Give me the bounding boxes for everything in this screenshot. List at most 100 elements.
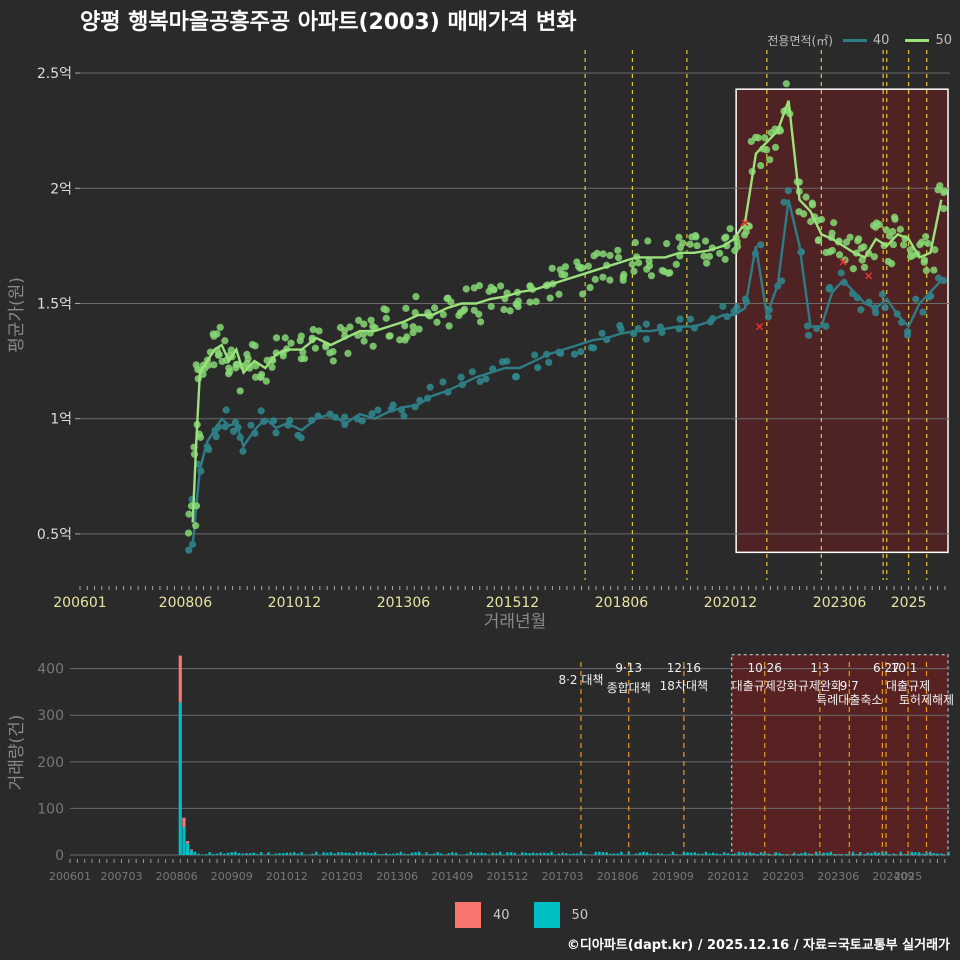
scatter-point-50 — [475, 310, 483, 318]
volume-bar-50 — [293, 852, 296, 855]
scatter-point-50 — [415, 325, 423, 333]
policy-annotation: 18차대책 — [660, 678, 708, 693]
scatter-point-50 — [439, 310, 447, 319]
volume-bar-50 — [281, 853, 285, 855]
scatter-point-50 — [660, 267, 668, 276]
volume-bar-50 — [568, 854, 572, 855]
volume-bar-50 — [638, 852, 641, 855]
volume-bar-50 — [601, 852, 605, 855]
scatter-point-50 — [701, 237, 710, 245]
volume-bar-50 — [531, 852, 535, 855]
series-line-50 — [191, 100, 943, 523]
scatter-point-50 — [630, 267, 638, 275]
scatter-point-50 — [705, 252, 714, 260]
scatter-point-50 — [889, 241, 897, 249]
scatter-point-50 — [802, 193, 810, 201]
scatter-point-40 — [358, 417, 366, 425]
volume-bar-50 — [866, 852, 869, 855]
volume-bar-50 — [741, 852, 744, 855]
scatter-point-50 — [584, 262, 592, 270]
scatter-point-50 — [782, 80, 790, 88]
policy-annotation: 10·26 — [748, 661, 782, 675]
volume-bar-50 — [513, 852, 516, 855]
scatter-point-40 — [587, 343, 596, 352]
volume-bar-50 — [928, 851, 932, 855]
volume-x-tick-label: 202203 — [762, 870, 804, 883]
scatter-point-50 — [635, 259, 643, 267]
volume-bar-50 — [675, 854, 678, 855]
volume-bar-50 — [212, 854, 215, 855]
volume-bar-50 — [245, 853, 248, 855]
legend-box-40 — [455, 902, 481, 928]
volume-bar-50 — [609, 853, 612, 855]
y-axis-title: 평균가(원) — [7, 277, 27, 353]
legend-area-size: 전용면적(㎡) 40 50 — [767, 32, 952, 49]
scatter-point-50 — [614, 246, 622, 254]
volume-bar-50 — [833, 854, 836, 855]
scatter-point-50 — [490, 286, 498, 294]
scatter-point-50 — [761, 134, 769, 142]
volume-x-tick-label: 201203 — [321, 870, 363, 883]
scatter-point-50 — [830, 219, 838, 227]
scatter-point-40 — [903, 331, 912, 339]
volume-bar-50 — [708, 853, 711, 855]
volume-bar-40 — [178, 655, 182, 703]
policy-annotation: 10·1 — [891, 661, 918, 675]
volume-bar-50 — [359, 852, 362, 855]
scatter-point-40 — [457, 373, 465, 381]
volume-bar-50 — [432, 853, 436, 855]
volume-highlight-box — [730, 653, 949, 856]
scatter-point-50 — [462, 285, 470, 293]
volume-bar-50 — [362, 852, 366, 855]
volume-bar-50 — [745, 852, 748, 855]
volume-bar-50 — [340, 852, 344, 855]
volume-bar-50 — [348, 852, 351, 855]
scatter-point-50 — [906, 246, 914, 254]
scatter-point-50 — [870, 253, 878, 261]
volume-bar-50 — [388, 854, 391, 855]
volume-bar-50 — [778, 853, 781, 855]
scatter-point-50 — [227, 346, 235, 354]
volume-bar-50 — [234, 851, 237, 855]
scatter-point-50 — [430, 304, 439, 312]
scatter-point-40 — [400, 412, 408, 420]
scatter-point-50 — [591, 275, 599, 283]
volume-bar-50 — [381, 854, 384, 855]
scatter-point-50 — [606, 251, 614, 260]
volume-bar-50 — [903, 854, 906, 855]
scatter-point-50 — [692, 233, 700, 241]
x-axis-title: 거래년월 — [484, 612, 547, 632]
scatter-point-40 — [837, 269, 845, 277]
volume-bar-50 — [690, 852, 693, 855]
scatter-point-50 — [409, 328, 417, 337]
volume-bar-50 — [877, 852, 880, 855]
scatter-point-50 — [329, 357, 337, 365]
volume-bar-50 — [414, 852, 417, 855]
volume-bar-50 — [425, 852, 428, 855]
volume-bar-50 — [627, 852, 630, 855]
scatter-point-50 — [936, 182, 944, 190]
volume-bar-50 — [351, 853, 355, 855]
scatter-point-40 — [468, 368, 476, 376]
scatter-point-40 — [912, 295, 920, 303]
volume-bar-50 — [366, 852, 369, 855]
scatter-point-50 — [733, 243, 742, 251]
scatter-point-50 — [546, 294, 554, 302]
scatter-point-50 — [828, 229, 836, 237]
volume-bar-50 — [811, 854, 814, 855]
scatter-point-50 — [456, 309, 465, 317]
scatter-point-50 — [940, 187, 948, 195]
volume-bar-50 — [947, 851, 950, 855]
scatter-point-50 — [369, 342, 377, 350]
volume-bar-50 — [572, 853, 575, 855]
volume-bar-50 — [612, 853, 616, 855]
scatter-point-40 — [297, 434, 305, 442]
highlight-box — [735, 88, 949, 554]
y-tick-label: 1억 — [50, 412, 72, 428]
volume-bar-50 — [440, 853, 443, 855]
scatter-point-40 — [531, 351, 539, 359]
scatter-point-50 — [814, 236, 822, 245]
scatter-point-50 — [675, 233, 683, 241]
volume-bar-50 — [910, 851, 913, 855]
scatter-point-50 — [628, 260, 636, 268]
